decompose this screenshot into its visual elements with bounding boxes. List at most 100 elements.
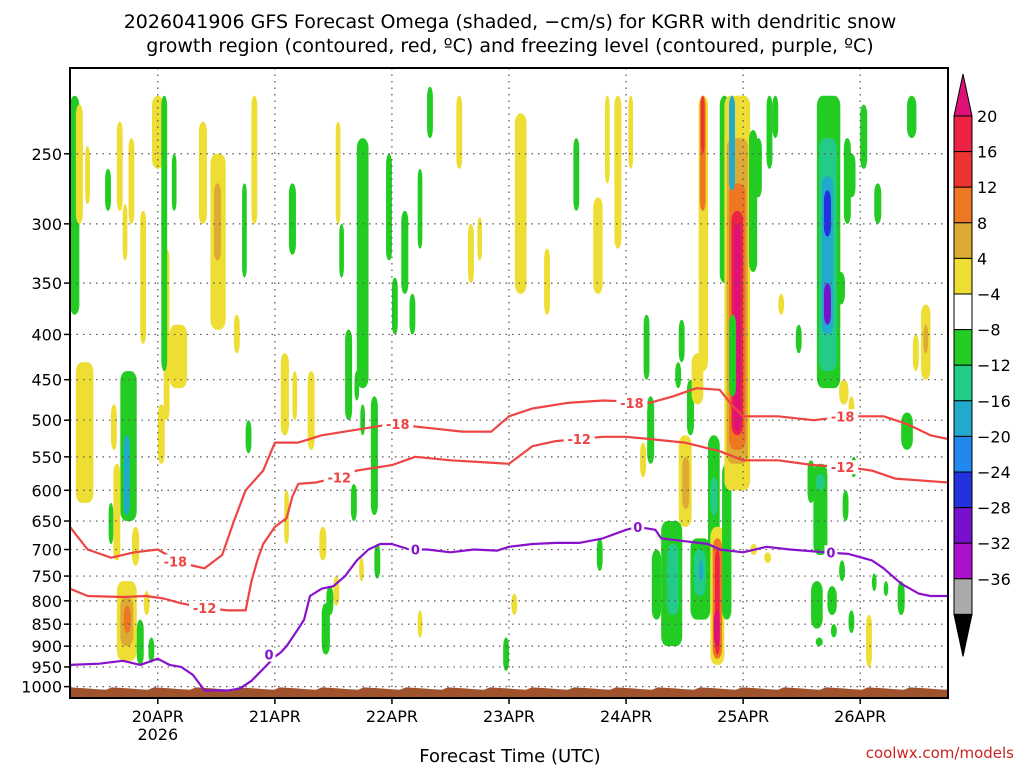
y-tick-label: 250 xyxy=(31,145,62,164)
omega-blob xyxy=(901,412,913,450)
omega-blob xyxy=(359,557,364,582)
omega-blob xyxy=(233,314,240,354)
colorbar-label: −28 xyxy=(977,499,1011,518)
omega-blob xyxy=(640,442,646,478)
y-tick-label: 550 xyxy=(31,448,62,467)
y-tick-label: 950 xyxy=(31,658,62,677)
omega-blob xyxy=(823,190,831,237)
y-tick-label: 750 xyxy=(31,567,62,586)
colorbar-label: −12 xyxy=(977,356,1011,375)
omega-blob xyxy=(839,379,849,405)
omega-blob xyxy=(596,538,603,571)
omega-blob xyxy=(647,396,655,464)
colorbar-segment xyxy=(953,222,973,259)
omega-blob xyxy=(105,168,111,211)
omega-blob xyxy=(123,435,130,516)
x-tick-label: 25APR xyxy=(717,707,769,726)
colorbar-segment xyxy=(953,329,973,366)
colorbar-label: 4 xyxy=(977,249,987,268)
omega-blob xyxy=(169,324,188,389)
contour-label-bg xyxy=(827,409,859,424)
x-tick-label: 22APR xyxy=(366,707,418,726)
omega-blob xyxy=(710,477,718,516)
omega-blob xyxy=(122,204,128,261)
omega-blob xyxy=(827,586,837,616)
colorbar-label: 20 xyxy=(977,107,997,126)
omega-blob xyxy=(836,271,845,305)
x-tick-label: 21APR xyxy=(249,707,301,726)
colorbar-label: −4 xyxy=(977,285,1001,304)
y-tick-label: 700 xyxy=(31,541,62,560)
omega-blob xyxy=(171,153,177,211)
y-tick-label: 600 xyxy=(31,481,62,500)
y-tick-label: 400 xyxy=(31,325,62,344)
omega-blob xyxy=(511,593,518,616)
x-tick-label: 23APR xyxy=(483,707,535,726)
colorbar-segment xyxy=(953,542,973,580)
omega-blob xyxy=(386,153,392,261)
omega-blob xyxy=(321,603,330,655)
colorbar-segment xyxy=(953,400,973,437)
contour-label-bg xyxy=(616,395,648,410)
omega-blob xyxy=(456,95,463,169)
contour-label: -18 xyxy=(164,555,188,570)
contour-label: 0 xyxy=(411,544,420,559)
terrain-surface xyxy=(70,687,948,698)
omega-blob xyxy=(923,324,929,354)
colorbar-segment xyxy=(953,151,973,188)
omega-blob xyxy=(370,396,378,516)
omega-blob xyxy=(148,637,155,663)
omega-blob xyxy=(288,183,296,255)
omega-blob xyxy=(140,210,147,344)
y-tick-label: 850 xyxy=(31,615,62,634)
contour-label-bg xyxy=(382,417,414,432)
colorbar-label: 16 xyxy=(977,143,997,162)
omega-blob xyxy=(307,371,315,450)
contour-lines: -18 -18 -18 -18 -12 -12 -12 -12 0 0 0 0 xyxy=(70,387,948,692)
omega-blob xyxy=(427,86,433,139)
omega-blob xyxy=(722,463,732,620)
x-axis-label: Forecast Time (UTC) xyxy=(419,746,600,767)
omega-blob xyxy=(345,329,353,421)
omega-blob xyxy=(700,95,705,154)
contour-label: -12 xyxy=(328,471,352,486)
omega-blob xyxy=(839,560,845,582)
omega-blob xyxy=(667,544,679,616)
omega-shading xyxy=(70,86,931,671)
omega-blob xyxy=(401,210,409,294)
omega-blob xyxy=(842,490,849,522)
omega-blob xyxy=(326,586,334,616)
omega-blob xyxy=(108,502,114,545)
contour-label: -18 xyxy=(620,397,644,412)
omega-blob xyxy=(391,277,398,335)
omega-blob xyxy=(795,324,802,354)
x-tick-label: 20APR xyxy=(132,707,184,726)
omega-blob xyxy=(132,526,140,566)
omega-blob xyxy=(643,314,650,380)
contour-line-minus18 xyxy=(70,387,948,570)
contour-label-bg xyxy=(827,460,859,475)
omega-blob xyxy=(628,95,634,169)
omega-blob xyxy=(651,549,662,620)
omega-blob xyxy=(866,615,872,667)
omega-blob xyxy=(766,95,773,169)
omega-blob xyxy=(815,473,826,491)
omega-blob xyxy=(754,138,762,198)
omega-blob xyxy=(417,168,423,249)
omega-blob xyxy=(116,121,123,211)
colorbar-segment xyxy=(953,435,973,473)
omega-blob xyxy=(477,217,483,261)
omega-blob xyxy=(350,483,357,522)
y-tick-label: 800 xyxy=(31,592,62,611)
grid-lines xyxy=(70,68,948,698)
y-tick-label: 1000 xyxy=(21,678,62,697)
omega-blob xyxy=(874,183,882,224)
omega-blob xyxy=(161,95,168,372)
credit-text: coolwx.com/models xyxy=(866,744,1014,762)
omega-blob xyxy=(245,420,252,454)
omega-blob xyxy=(593,197,603,294)
omega-blob xyxy=(339,223,344,278)
y-tick-label: 900 xyxy=(31,637,62,656)
colorbar-segment xyxy=(953,293,973,331)
